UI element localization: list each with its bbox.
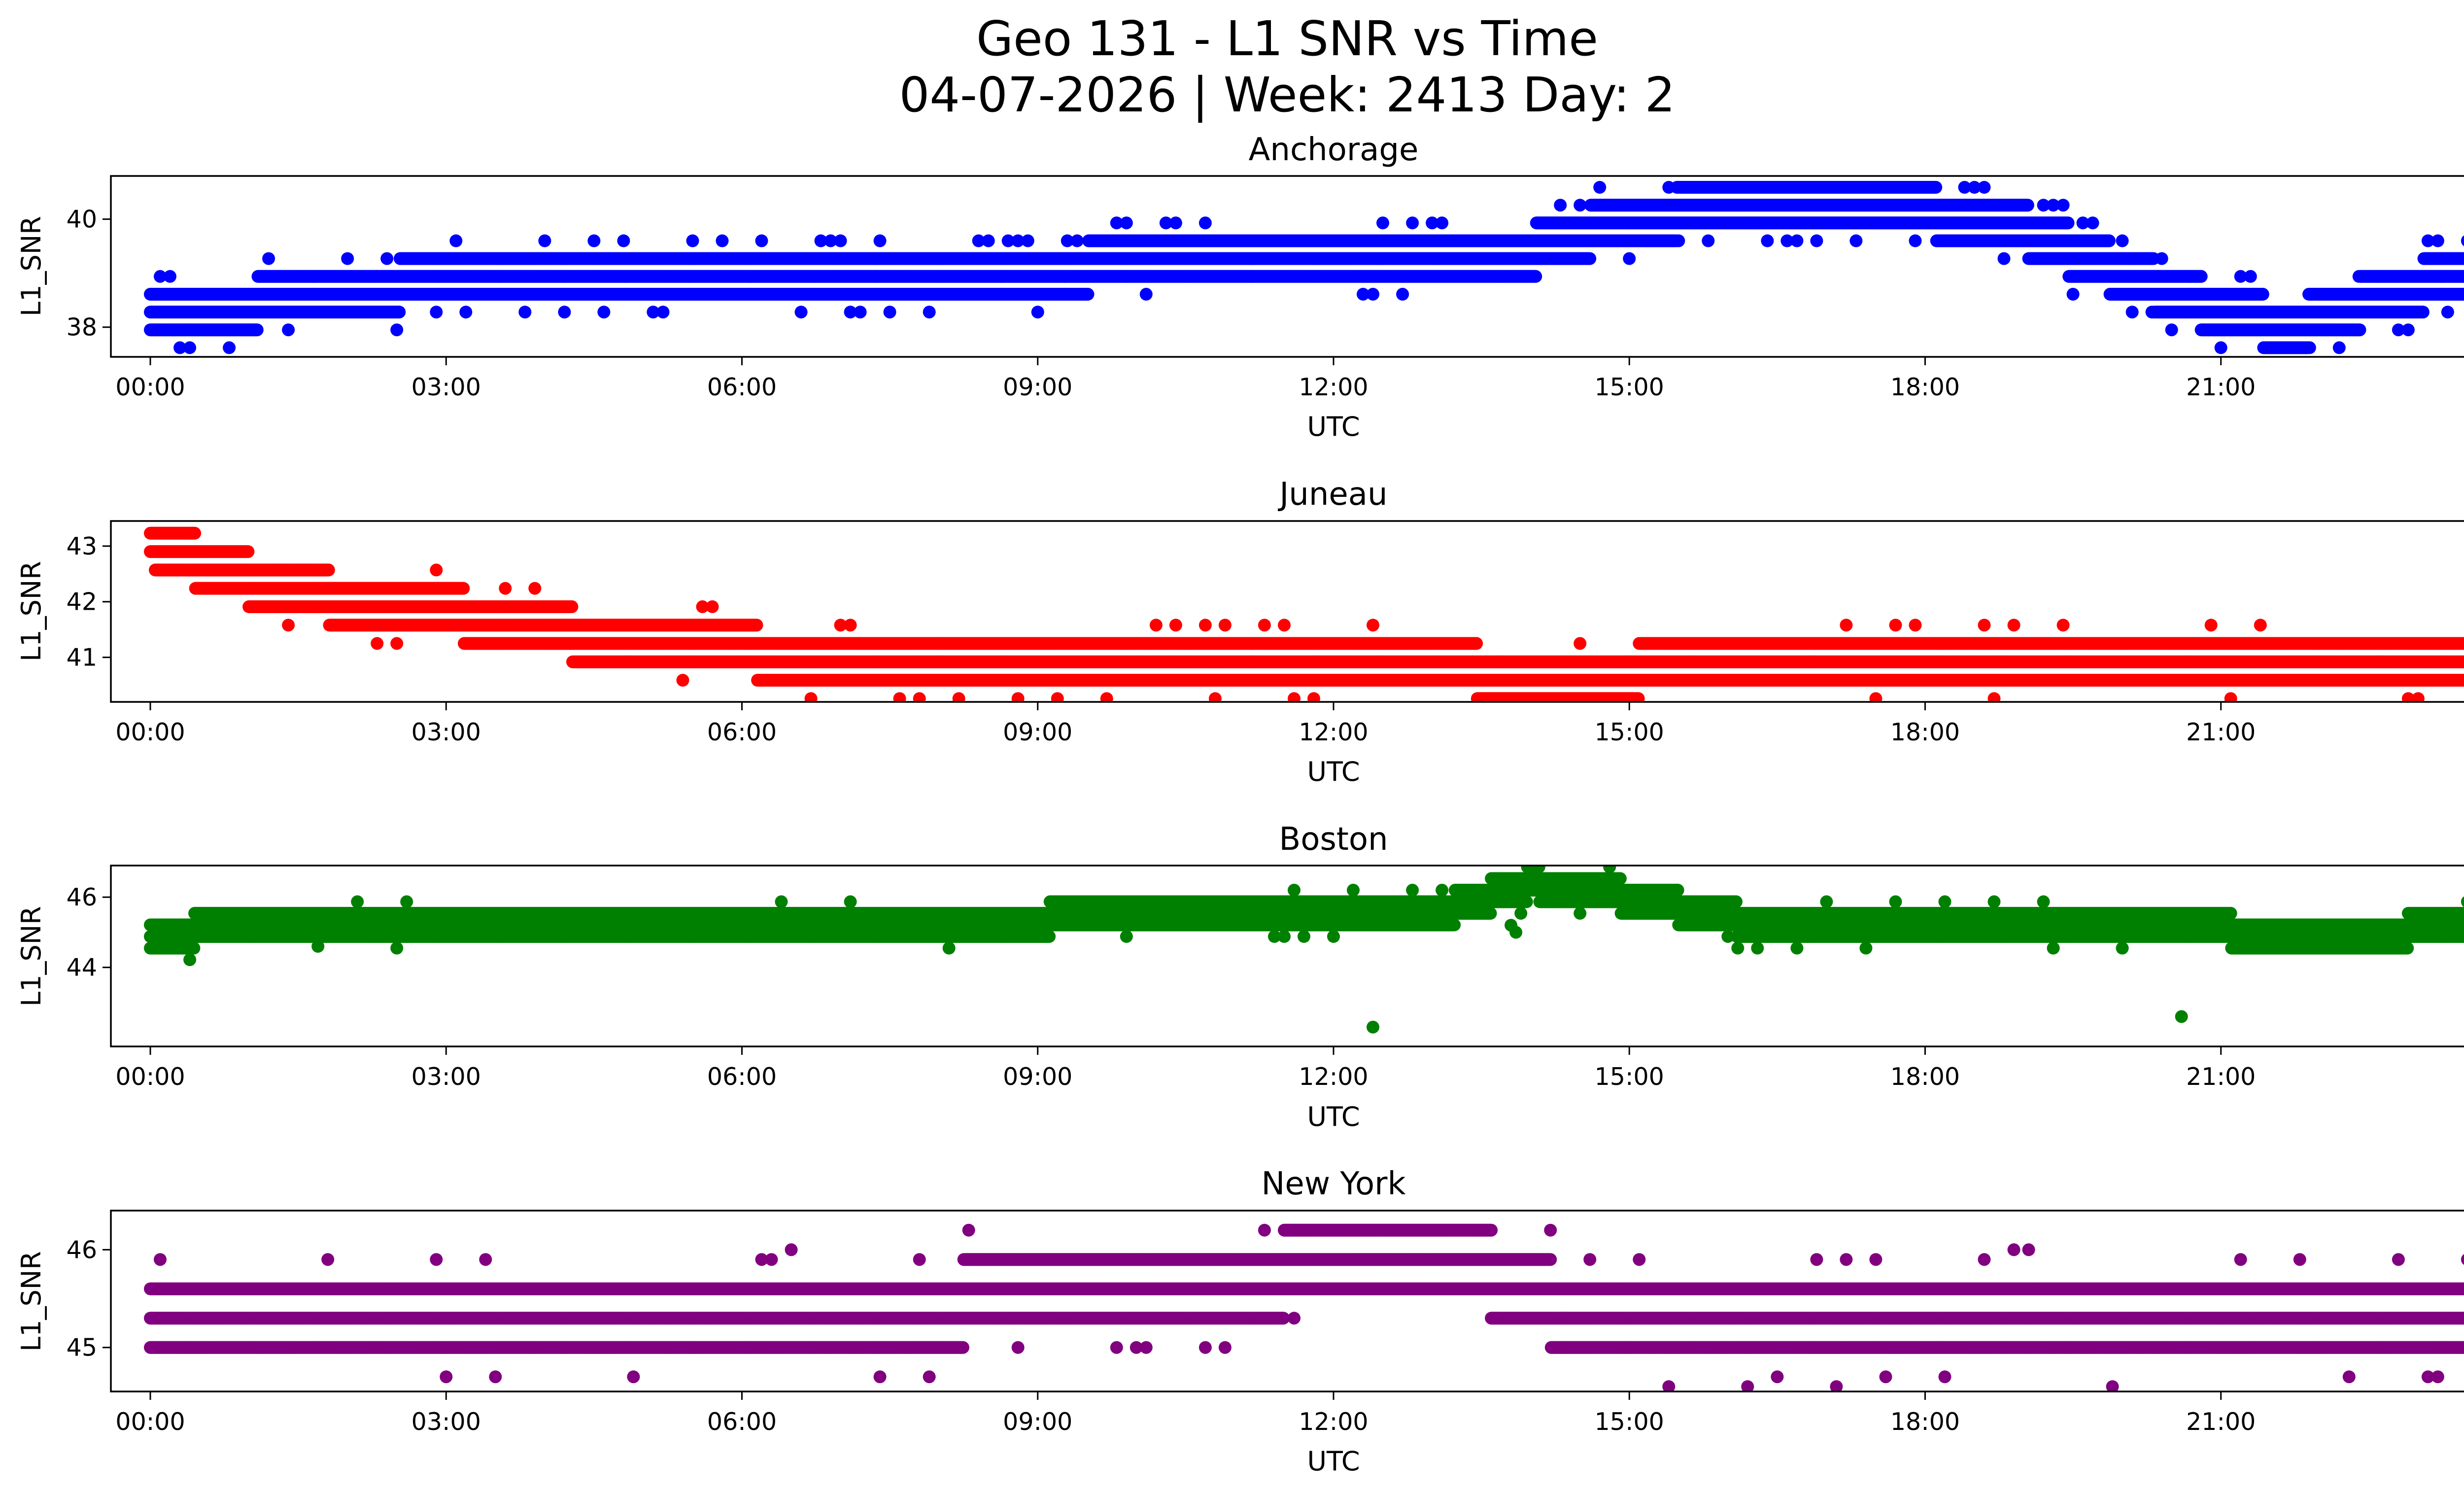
data-point-outlier: [538, 234, 551, 247]
data-point-outlier: [1070, 234, 1084, 247]
data-point-outlier: [883, 306, 896, 319]
data-point-outlier: [262, 252, 275, 265]
data-point-outlier: [834, 234, 847, 247]
data-point-outlier: [1396, 287, 1409, 301]
data-point-outlier: [183, 341, 197, 354]
data-point-outlier: [173, 341, 187, 354]
data-point-outlier: [1376, 216, 1389, 230]
data-point: [1081, 287, 1095, 301]
data-point-outlier: [794, 306, 808, 319]
data-point-outlier: [459, 306, 473, 319]
data-point-outlier: [1169, 216, 1182, 230]
data-point: [393, 306, 406, 319]
data-point-outlier: [982, 234, 995, 247]
data-point-outlier: [656, 306, 670, 319]
data-point-outlier: [518, 306, 532, 319]
figure-title-line2: 04-07-2026 | Week: 2413 Day: 2: [899, 67, 1676, 123]
data-point-outlier: [923, 306, 936, 319]
data-point-outlier: [1139, 287, 1153, 301]
series-points: [144, 181, 2464, 354]
data-point-outlier: [430, 306, 443, 319]
data-point-outlier: [449, 234, 463, 247]
data-point-outlier: [755, 234, 768, 247]
data-point-outlier: [1406, 216, 1419, 230]
data-point-outlier: [282, 323, 295, 337]
data-point-outlier: [873, 234, 887, 247]
data-point-outlier: [390, 323, 404, 337]
data-point-outlier: [164, 270, 176, 283]
data-point-outlier: [223, 341, 236, 354]
data-point-outlier: [686, 234, 699, 247]
data-point-outlier: [558, 306, 571, 319]
data-point: [250, 323, 264, 337]
panel-title: Anchorage: [1249, 132, 1419, 168]
data-point-outlier: [341, 252, 354, 265]
data-point-outlier: [587, 234, 601, 247]
data-point-outlier: [716, 234, 729, 247]
data-point-outlier: [1367, 287, 1379, 301]
data-point-outlier: [380, 252, 394, 265]
data-point-outlier: [154, 270, 167, 283]
data-point-outlier: [1436, 216, 1449, 230]
data-point-outlier: [1198, 216, 1212, 230]
figure-title-line1: Geo 131 - L1 SNR vs Time: [976, 11, 1598, 67]
panel-anchorage: Anchorage 00:00 03:00 06:00 09:00 12:00 15:00…: [16, 132, 2464, 442]
data-point-outlier: [1031, 306, 1044, 319]
data-point-outlier: [617, 234, 630, 247]
data-point-outlier: [1120, 216, 1133, 230]
data-point-outlier: [597, 306, 611, 319]
data-point-outlier: [1021, 234, 1034, 247]
data-point-outlier: [854, 306, 867, 319]
